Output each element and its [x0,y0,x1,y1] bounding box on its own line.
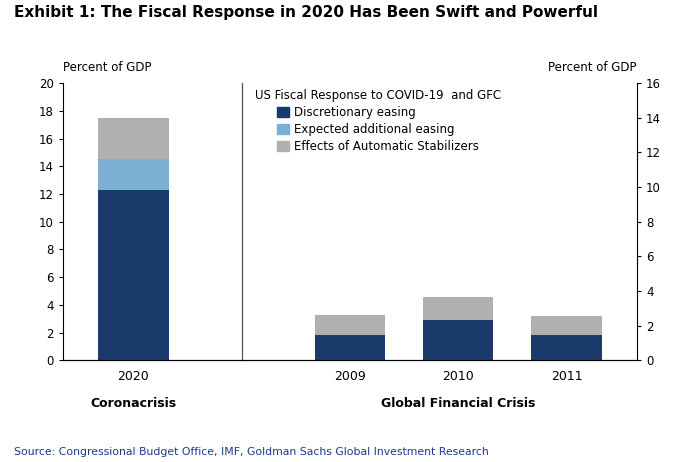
Bar [315,335,385,360]
Text: Percent of GDP: Percent of GDP [63,61,151,74]
Text: Global Financial Crisis: Global Financial Crisis [381,397,536,410]
Bar [98,190,169,360]
Bar [98,118,169,159]
Text: Exhibit 1: The Fiscal Response in 2020 Has Been Swift and Powerful: Exhibit 1: The Fiscal Response in 2020 H… [14,5,598,19]
Bar [423,320,494,360]
Text: Source: Congressional Budget Office, IMF, Goldman Sachs Global Investment Resear: Source: Congressional Budget Office, IMF… [14,447,489,457]
Text: Percent of GDP: Percent of GDP [549,61,637,74]
Bar [423,297,494,320]
Bar [531,335,602,360]
Text: Coronacrisis: Coronacrisis [90,397,176,410]
Bar [531,316,602,335]
Bar [98,159,169,190]
Legend: Discretionary easing, Expected additional easing, Effects of Automatic Stabilize: Discretionary easing, Expected additiona… [253,86,503,155]
Bar [315,315,385,335]
